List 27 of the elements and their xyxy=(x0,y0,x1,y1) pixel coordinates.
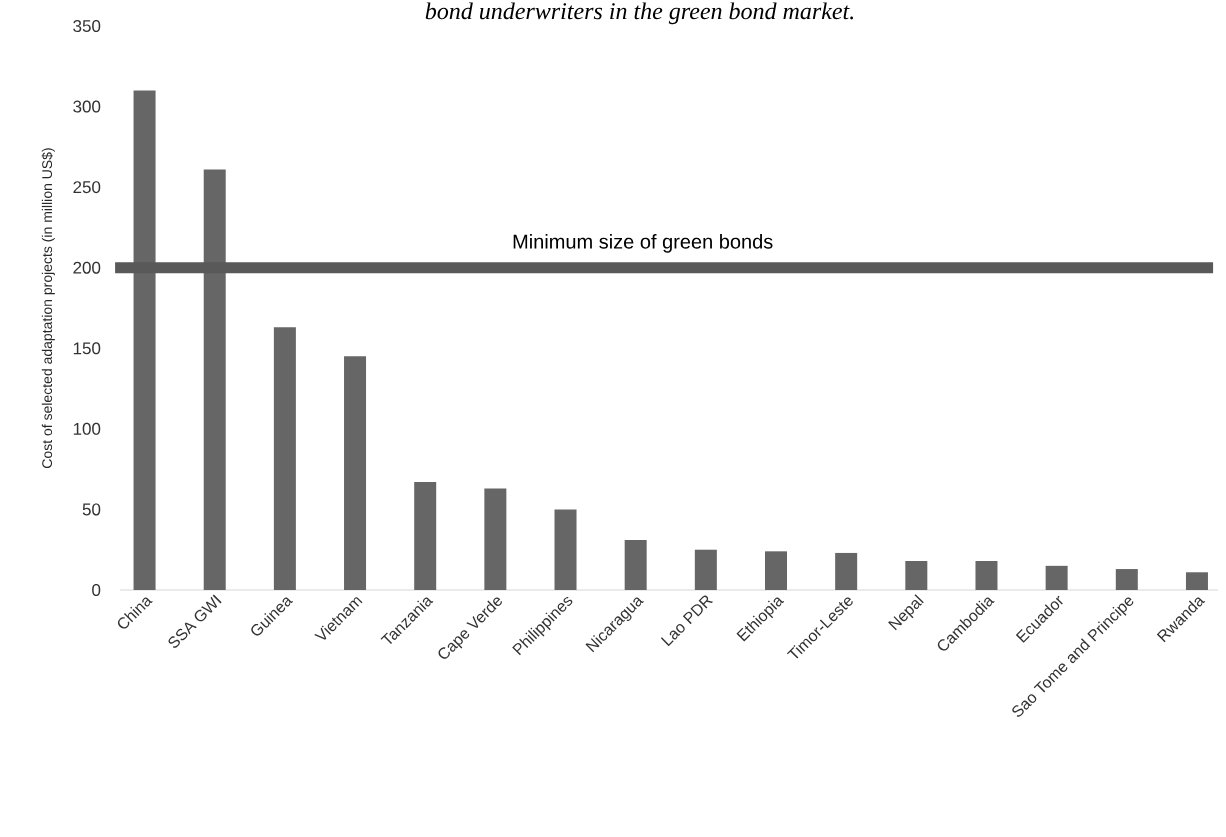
y-tick-label: 300 xyxy=(73,100,101,113)
chart-title: bond underwriters in the green bond market. xyxy=(425,2,854,25)
bar xyxy=(203,169,226,590)
y-tick-label: 250 xyxy=(73,181,101,194)
bar xyxy=(344,356,367,590)
y-axis-title: Cost of selected adaptation projects (in million US$) xyxy=(41,148,55,468)
bar xyxy=(624,540,647,590)
y-tick-label: 350 xyxy=(73,20,101,33)
y-tick-label: 0 xyxy=(92,584,101,597)
y-tick-label: 100 xyxy=(73,422,101,435)
bar xyxy=(765,551,787,590)
bar xyxy=(554,509,577,590)
bar xyxy=(484,488,507,590)
bar xyxy=(694,549,717,590)
y-tick-label: 150 xyxy=(73,342,101,355)
bar xyxy=(1115,569,1138,590)
bar xyxy=(414,482,437,590)
bar xyxy=(975,561,998,590)
bar xyxy=(835,552,858,590)
bar xyxy=(1185,572,1208,590)
bar xyxy=(905,561,928,590)
y-tick-label: 50 xyxy=(82,503,101,516)
bar xyxy=(1045,565,1068,590)
bar xyxy=(133,90,156,590)
bar xyxy=(273,327,296,590)
y-tick-label: 200 xyxy=(73,261,101,274)
ref-line-label: Minimum size of green bonds xyxy=(513,234,773,253)
